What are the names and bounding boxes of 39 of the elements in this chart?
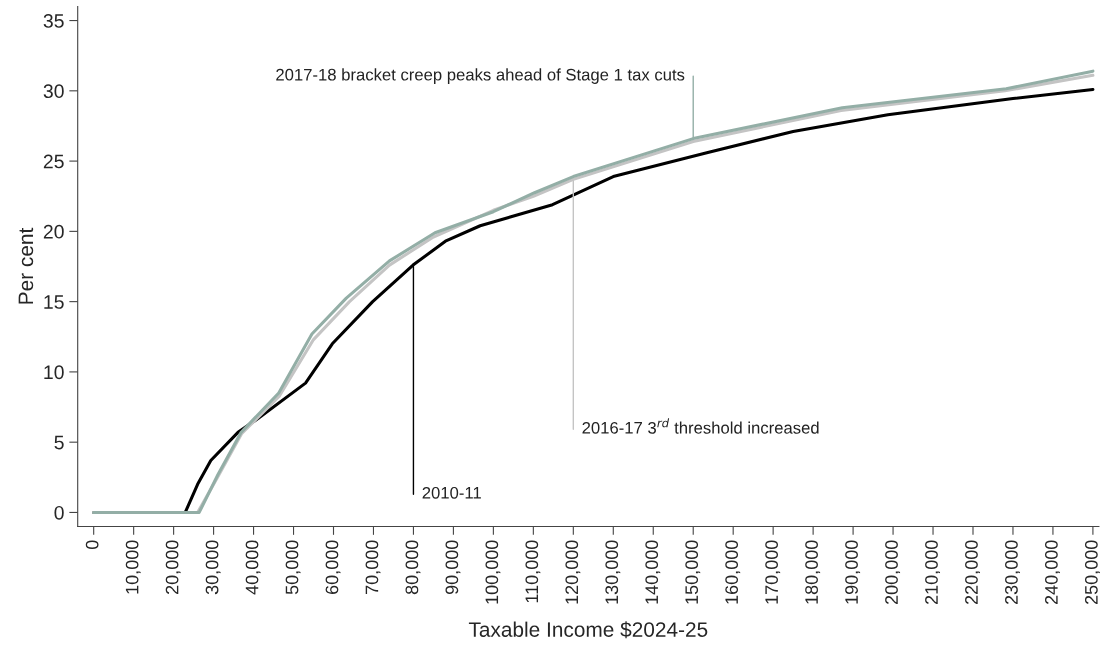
- x-tick-label: 190,000: [845, 540, 861, 604]
- x-axis-title: Taxable Income $2024-25: [468, 621, 708, 639]
- annotation: 2010-11: [422, 486, 481, 499]
- x-tick-label: 100,000: [485, 540, 501, 604]
- x-tick-label: 240,000: [1045, 540, 1060, 605]
- x-tick-label: 140,000: [645, 540, 661, 604]
- annotation: 2016-17 3$^{rd}$ threshold increased: [582, 418, 819, 434]
- x-tick-label: 200,000: [885, 540, 901, 605]
- x-tick-label: 80,000: [405, 540, 421, 595]
- x-tick-label: 210,000: [925, 540, 941, 605]
- y-tick-label: 25: [43, 154, 64, 169]
- x-tick-label: 30,000: [205, 540, 221, 595]
- y-tick-label: 0: [54, 505, 64, 520]
- annotation: 2017-18 bracket creep peaks ahead of Stage 1 tax cuts: [276, 68, 685, 84]
- y-axis-title: Per cent: [18, 227, 34, 304]
- x-tick-label: 110,000: [525, 540, 541, 603]
- y-tick-label: 10: [44, 365, 64, 380]
- y-tick-label: 30: [43, 84, 64, 99]
- x-tick-label: 170,000: [765, 540, 781, 604]
- x-tick-label: 160,000: [725, 540, 741, 604]
- x-tick-label: 40,000: [245, 540, 261, 595]
- x-tick-label: 230,000: [1005, 540, 1020, 605]
- x-tick-label: 130,000: [605, 540, 621, 604]
- x-tick-label: 250,000: [1084, 540, 1100, 605]
- x-tick-label: 70,000: [365, 540, 381, 594]
- x-tick-label: 180,000: [805, 540, 821, 604]
- y-tick-label: 20: [43, 224, 64, 239]
- x-tick-label: 50,000: [285, 540, 301, 595]
- x-tick-label: 0: [85, 540, 99, 550]
- x-tick-label: 10,000: [125, 540, 141, 594]
- y-tick-label: 5: [54, 435, 64, 450]
- x-tick-label: 220,000: [965, 540, 980, 605]
- y-tick-label: 15: [44, 295, 64, 309]
- x-tick-label: 150,000: [685, 540, 701, 604]
- x-tick-label: 60,000: [325, 540, 341, 594]
- x-tick-label: 90,000: [445, 540, 461, 595]
- x-tick-label: 20,000: [165, 540, 181, 595]
- y-tick-label: 35: [43, 14, 64, 28]
- x-tick-label: 120,000: [565, 540, 581, 604]
